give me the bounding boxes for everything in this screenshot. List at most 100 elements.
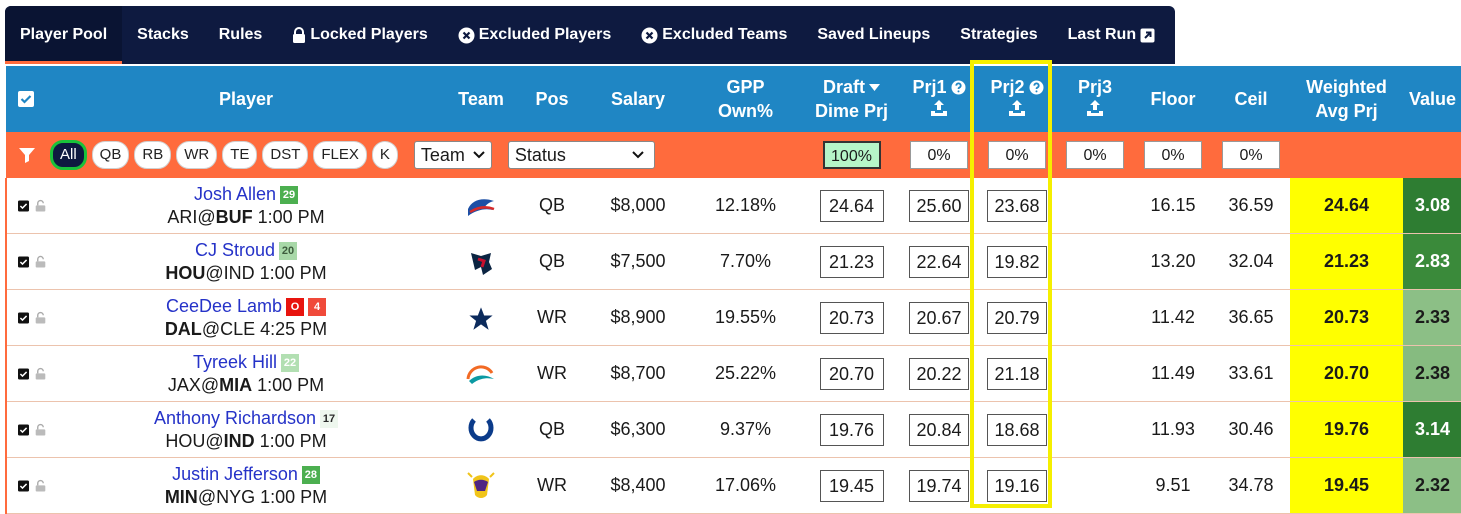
select-all[interactable] [6,66,46,132]
prj1-input[interactable]: 20.67 [909,301,969,334]
select-label: Status [514,144,566,165]
player-name[interactable]: Justin Jefferson [172,463,298,484]
prj1-input[interactable]: 25.60 [909,189,969,222]
position-pill[interactable]: All [50,140,87,170]
lock-toggle[interactable] [35,253,46,271]
upload-icon[interactable] [1008,99,1026,117]
header-cell[interactable]: GPP Own% [688,66,803,132]
checkbox[interactable] [18,198,29,214]
header-cell[interactable]: Pos [516,66,588,132]
draft-input[interactable]: 20.70 [819,357,884,390]
prj1-input[interactable]: 20.22 [909,357,969,390]
header-label: Draft [822,77,865,97]
player-row: Josh Allen 29 ARI@BUF 1:00 PM QB $8,000 1… [5,178,1461,234]
checkbox[interactable] [18,310,29,326]
player-line: CJ Stroud 20 [46,240,446,261]
tab[interactable]: Rules [204,6,278,64]
prj2-input[interactable]: 21.18 [987,357,1047,390]
player-name[interactable]: CeeDee Lamb [165,295,283,316]
status-select[interactable]: Status [507,141,655,169]
filter-icon[interactable] [18,146,36,164]
tab[interactable]: Strategies [945,6,1052,64]
position-pill[interactable]: WR [176,141,218,169]
filter-input[interactable]: 100% [822,141,881,169]
row-controls [7,421,46,439]
upload-icon[interactable] [930,99,948,117]
header-cell[interactable]: Weighted Avg Prj [1290,66,1403,132]
select-cell [5,457,46,514]
position-pill[interactable]: TE [222,141,258,169]
upload-icon[interactable] [1086,99,1104,117]
tab[interactable]: Last Run [1053,6,1170,64]
lock-toggle[interactable] [35,477,46,495]
tab[interactable]: Stacks [122,6,204,64]
position-pill[interactable]: K [371,141,398,169]
player-cell: Josh Allen 29 ARI@BUF 1:00 PM [46,178,446,234]
tab[interactable]: Excluded Teams [626,6,802,64]
checkbox[interactable] [18,366,29,382]
tab[interactable]: Locked Players [277,6,442,64]
prj2-input[interactable]: 18.68 [987,413,1047,446]
draft-input[interactable]: 20.73 [819,301,884,334]
lock-toggle[interactable] [35,309,46,327]
header-cell[interactable]: Value [1403,66,1461,132]
lock-toggle[interactable] [35,421,46,439]
help-icon[interactable] [1029,80,1044,95]
header-cell[interactable]: Team [446,66,516,132]
tab-label: Saved Lineups [817,26,931,43]
checkbox[interactable] [18,478,29,494]
player-name[interactable]: CJ Stroud [194,239,276,260]
player-name[interactable]: Tyreek Hill [192,351,277,372]
prj2-input[interactable]: 23.68 [987,189,1047,222]
player-name[interactable]: Josh Allen [193,183,277,204]
player-name[interactable]: Anthony Richardson [153,407,317,428]
prj2-input[interactable]: 19.16 [987,469,1047,502]
header-cell[interactable]: Ceil [1212,66,1290,132]
prj1-input[interactable]: 19.74 [909,469,969,502]
tab[interactable]: Player Pool [5,6,123,64]
team-select[interactable]: Team [413,141,492,169]
draft-input[interactable]: 24.64 [819,189,884,222]
player-line: Justin Jefferson 28 [46,464,446,485]
position-pill[interactable]: QB [91,141,130,169]
lock-toggle[interactable] [35,197,46,215]
prj1-input[interactable]: 20.84 [909,413,969,446]
position-pill[interactable]: RB [134,141,172,169]
prj1-input[interactable]: 22.64 [909,245,969,278]
help-icon[interactable] [951,80,966,95]
position-pill[interactable]: DST [262,141,309,169]
checkbox[interactable] [18,422,29,438]
floor-cell: 11.42 [1134,289,1212,346]
position-pill[interactable]: FLEX [313,141,367,169]
prj2-input[interactable]: 20.79 [987,301,1047,334]
header-cell[interactable]: Prj1 [900,66,978,132]
filter-input[interactable]: 0% [910,141,968,169]
draft-input[interactable]: 21.23 [819,245,884,278]
filter-input[interactable]: 0% [988,141,1046,169]
checkbox[interactable] [18,91,34,107]
tab[interactable]: Excluded Players [443,6,627,64]
checkbox[interactable] [18,254,29,270]
draft-input[interactable]: 19.45 [819,469,884,502]
draft-input[interactable]: 19.76 [819,413,884,446]
row-controls [7,197,46,215]
header-cell[interactable]: Prj3 [1056,66,1134,132]
prj2-input[interactable]: 19.82 [987,245,1047,278]
draft-cell: 19.76 [803,401,900,458]
tab[interactable]: Saved Lineups [802,6,945,64]
draft-cell: 20.70 [803,345,900,402]
own-cell: 9.37% [688,401,803,458]
filter-input[interactable]: 0% [1066,141,1124,169]
header-cell[interactable]: Prj2 [978,66,1056,132]
header-cell[interactable]: Player [46,66,446,132]
header-cell[interactable]: Floor [1134,66,1212,132]
lock-toggle[interactable] [35,365,46,383]
salary-cell: $8,700 [588,345,688,402]
at-sign: @ [200,374,220,395]
external-link-icon [1140,28,1155,42]
header-cell[interactable]: Salary [588,66,688,132]
game-info: ARI@BUF 1:00 PM [46,207,446,228]
filter-input[interactable]: 0% [1222,141,1280,169]
filter-input[interactable]: 0% [1144,141,1202,169]
header-cell[interactable]: Draft Dime Prj [803,66,900,132]
